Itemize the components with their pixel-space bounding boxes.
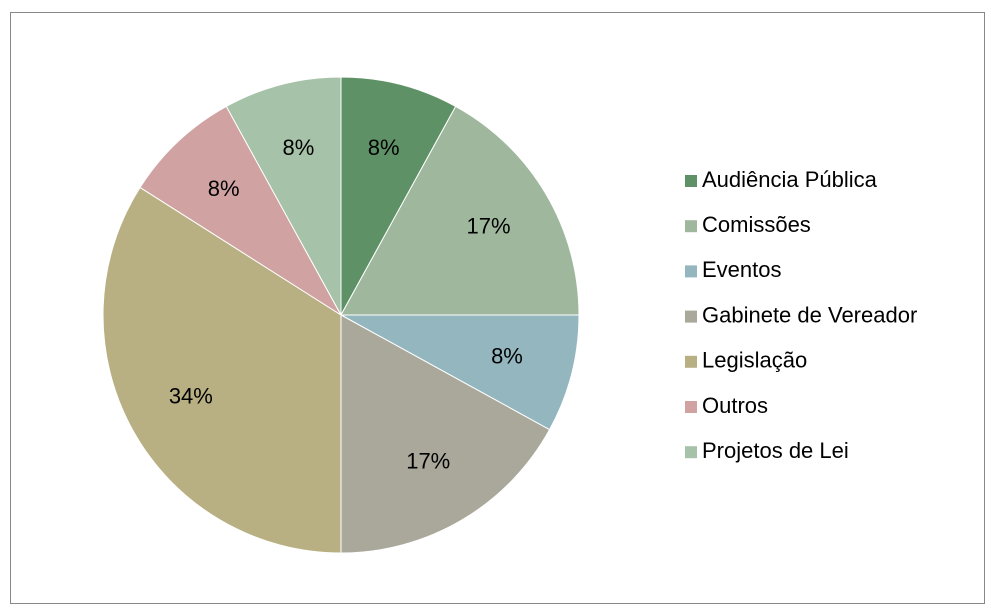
pie-slice (340, 314, 551, 554)
legend-swatch (685, 220, 697, 233)
pie-slice (139, 105, 342, 316)
legend-swatch (685, 401, 697, 413)
legend-swatch (685, 355, 697, 368)
data-label: 8% (208, 176, 240, 201)
data-label: 8% (368, 135, 400, 160)
pie-slice (225, 76, 342, 316)
legend-swatch (685, 265, 697, 278)
legend-label: Comissões (702, 212, 811, 237)
data-label: 17% (466, 214, 510, 239)
legend-label: Eventos (702, 257, 782, 282)
legend-label: Legislação (702, 348, 807, 373)
legend-label: Outros (702, 393, 768, 418)
pie-slice (102, 186, 342, 554)
pie-slice (340, 105, 580, 316)
legend-swatch (685, 310, 697, 323)
data-label: 17% (406, 448, 450, 473)
data-label: 8% (282, 135, 314, 160)
legend-label: Projetos de Lei (702, 438, 849, 463)
pie-slice (340, 314, 580, 431)
legend-label: Audiência Pública (702, 167, 878, 192)
data-label: 8% (491, 343, 523, 368)
data-label: 34% (169, 383, 213, 408)
legend-swatch (685, 446, 697, 459)
legend-label: Gabinete de Vereador (702, 302, 917, 327)
legend-swatch (685, 175, 697, 187)
pie-slice (340, 76, 457, 316)
